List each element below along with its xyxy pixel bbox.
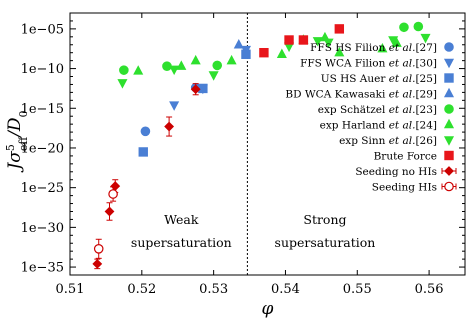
data-point xyxy=(119,65,129,75)
legend-label: exp Harland et al.[24] xyxy=(320,120,437,132)
legend-marker xyxy=(443,58,455,69)
x-tick-label: 0.56 xyxy=(415,282,444,297)
legend-label: US HS Auer et al.[25] xyxy=(321,73,437,85)
data-point xyxy=(169,101,180,111)
data-point xyxy=(164,121,175,132)
data-point xyxy=(104,206,115,217)
y-tick-label: 1e−30 xyxy=(21,221,64,236)
x-axis-label: φ xyxy=(262,299,274,319)
data-point xyxy=(377,42,388,53)
data-point xyxy=(138,147,148,157)
data-point xyxy=(133,65,144,75)
data-point xyxy=(276,48,287,58)
region-label: Strong xyxy=(303,212,346,227)
legend-marker xyxy=(444,166,454,176)
data-point xyxy=(334,24,345,34)
data-point xyxy=(176,60,187,70)
data-point xyxy=(110,181,121,191)
legend-label: exp Schätzel et al.[23] xyxy=(318,104,437,116)
legend-marker xyxy=(443,118,455,129)
data-point xyxy=(93,244,104,254)
data-point xyxy=(212,60,223,71)
data-point xyxy=(92,258,103,269)
legend-marker xyxy=(444,104,454,114)
data-point xyxy=(298,35,309,45)
legend-label: BD WCA Kawasaki et al.[29] xyxy=(285,89,437,101)
y-axis-label: Jσ5eff/D0 xyxy=(4,110,30,172)
x-tick-label: 0.55 xyxy=(343,282,372,297)
y-tick-label: 1e−15 xyxy=(21,102,64,117)
y-tick-label: 1e−20 xyxy=(21,141,64,156)
data-point xyxy=(312,37,323,47)
data-point xyxy=(108,189,118,199)
plot-frame xyxy=(69,12,466,276)
data-point xyxy=(117,79,128,89)
data-point xyxy=(413,21,424,32)
data-point xyxy=(399,22,409,33)
x-tick-label: 0.52 xyxy=(127,282,156,297)
y-tick-label: 1e−35 xyxy=(21,261,64,276)
x-tick-label: 0.51 xyxy=(56,282,85,297)
data-point xyxy=(420,33,431,44)
data-point xyxy=(190,84,201,95)
y-tick-label: 1e−10 xyxy=(21,62,64,77)
legend-marker xyxy=(444,150,454,161)
y-tick-label: 1e−25 xyxy=(21,181,64,196)
data-point xyxy=(198,83,208,94)
legend-marker xyxy=(443,136,455,146)
legend-label: FFS WCA Filion et al.[30] xyxy=(300,58,437,70)
data-point xyxy=(334,46,345,57)
data-point xyxy=(140,126,151,137)
legend-marker xyxy=(444,73,454,83)
region-label: Weak xyxy=(164,212,199,227)
data-point xyxy=(190,54,201,65)
x-tick-label: 0.54 xyxy=(271,282,300,297)
region-label: supersaturation xyxy=(131,235,232,250)
data-point xyxy=(169,65,180,76)
y-tick-label: 1e−05 xyxy=(21,22,64,37)
legend-label: Seeding HIs xyxy=(372,182,437,194)
legend-marker xyxy=(444,181,454,192)
data-point xyxy=(259,47,269,58)
data-point xyxy=(208,71,219,81)
legend-label: FFS HS Filion et al.[27] xyxy=(310,42,437,54)
data-point xyxy=(388,36,399,46)
legend-marker xyxy=(443,87,455,98)
data-point xyxy=(226,54,237,65)
data-point xyxy=(284,35,294,45)
region-label: supersaturation xyxy=(275,235,376,250)
legend-label: exp Sinn et al.[26] xyxy=(339,135,437,147)
legend-label: Seeding no HIs xyxy=(355,166,437,178)
legend-label: Brute Force xyxy=(374,151,437,163)
data-point xyxy=(323,38,334,49)
x-tick-label: 0.53 xyxy=(199,282,228,297)
legend-marker xyxy=(444,42,454,52)
data-point xyxy=(241,49,251,59)
data-point xyxy=(233,38,244,49)
